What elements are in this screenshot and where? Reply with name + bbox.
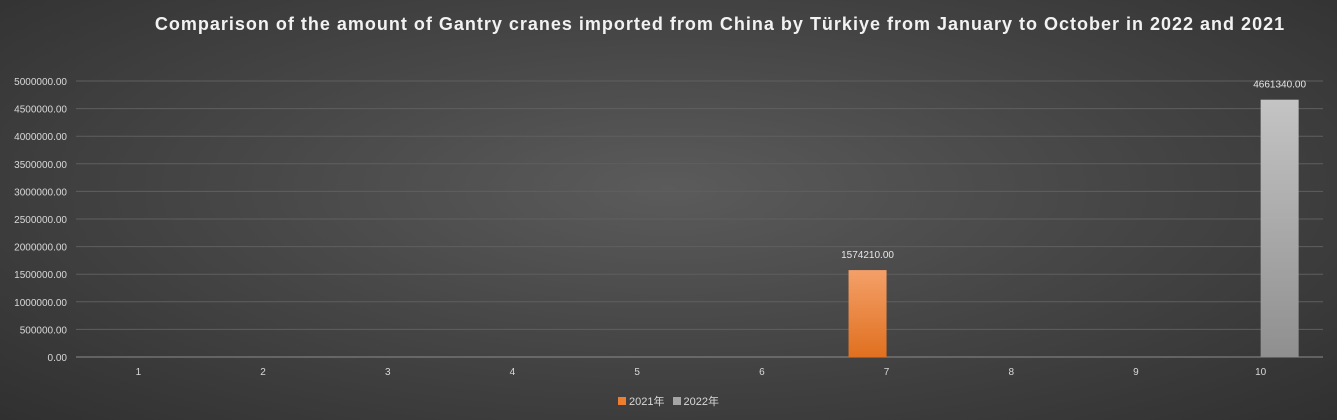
x-tick-label: 7 [884,367,890,378]
y-tick-label: 4500000.00 [14,105,67,116]
y-axis-ticks: 0.00 500000.00 1000000.00 1500000.00 2000000… [14,77,67,364]
y-tick-label: 500000.00 [20,325,68,336]
data-labels: 1574210.00 4661340.00 [841,80,1306,261]
y-tick-label: 3000000.00 [14,187,67,198]
y-tick-label: 3500000.00 [14,160,67,171]
x-tick-label: 4 [510,367,516,378]
y-tick-label: 1000000.00 [14,298,67,309]
legend-item-2022: 2022年 [672,393,719,409]
legend-item-2021: 2021年 [618,393,665,409]
y-tick-label: 2500000.00 [14,215,67,226]
bar-2021年-7 [848,270,887,357]
legend-swatch-2021 [618,397,627,405]
x-tick-label: 3 [385,367,391,378]
y-tick-label: 0.00 [48,353,68,364]
legend-swatch-2022 [672,397,681,405]
y-tick-label: 2000000.00 [14,243,67,254]
x-tick-label: 2 [260,367,266,378]
chart-title: Comparison of the amount of Gantry crane… [154,14,1286,34]
x-tick-label: 9 [1133,367,1139,378]
legend-label-2021: 2021年 [629,396,665,408]
data-label: 4661340.00 [1253,80,1306,91]
x-tick-label: 8 [1008,367,1014,378]
data-label: 1574210.00 [841,250,894,261]
y-tick-label: 4000000.00 [14,132,67,143]
x-axis-ticks: 1 2 3 4 5 6 7 8 9 10 [136,367,1267,378]
y-tick-label: 1500000.00 [14,270,67,281]
x-tick-label: 6 [759,367,765,378]
legend: 2021年 2022年 [0,393,1337,409]
x-tick-label: 10 [1255,367,1267,378]
x-tick-label: 1 [136,367,142,378]
bars [848,99,1299,357]
legend-label-2022: 2022年 [683,396,719,408]
bar-2022年-10 [1260,99,1299,357]
y-tick-label: 5000000.00 [14,77,67,88]
x-tick-label: 5 [634,367,640,378]
gridlines [76,80,1323,358]
